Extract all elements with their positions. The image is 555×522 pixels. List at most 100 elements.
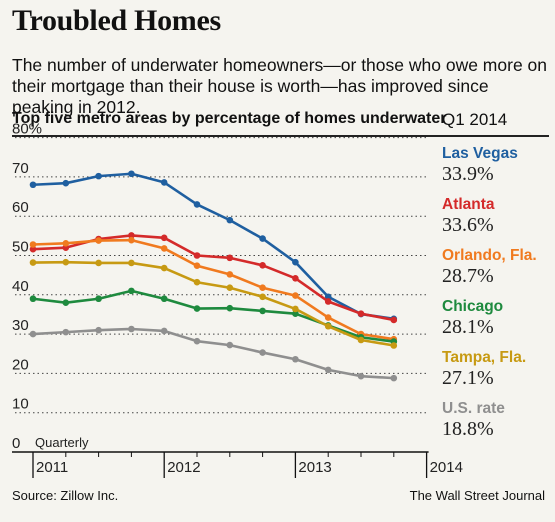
legend-series-value: 18.8% xyxy=(442,418,494,440)
data-point xyxy=(259,284,266,292)
data-point xyxy=(95,259,102,267)
data-point xyxy=(226,271,234,278)
series-chicago xyxy=(29,287,398,345)
y-tick-label: 50 xyxy=(12,239,29,256)
x-tick-label: 2012 xyxy=(167,459,200,476)
data-point xyxy=(29,295,37,303)
series-orlando-fla xyxy=(29,236,398,343)
x-interval-label: Quarterly xyxy=(35,435,89,450)
data-point xyxy=(128,170,135,178)
series-line xyxy=(32,172,394,321)
data-point xyxy=(226,254,234,262)
data-point xyxy=(95,172,102,180)
legend-series-value: 28.1% xyxy=(442,316,494,338)
data-point xyxy=(324,298,332,305)
x-tick-label: 2011 xyxy=(36,459,68,476)
series-lines xyxy=(29,170,398,382)
series-line xyxy=(32,327,394,380)
heading-rule xyxy=(12,135,549,137)
x-tick-label: 2014 xyxy=(430,459,463,476)
data-point xyxy=(357,310,365,317)
data-point xyxy=(292,258,299,266)
chart-title: Troubled Homes xyxy=(12,4,221,37)
y-tick-label: 20 xyxy=(12,356,29,373)
legend-series-name: Chicago xyxy=(442,298,503,315)
gridlines xyxy=(15,137,427,414)
data-point xyxy=(160,245,168,252)
data-point xyxy=(193,278,201,286)
data-point xyxy=(29,181,37,189)
legend-series-name: Tampa, Fla. xyxy=(442,349,526,366)
data-point xyxy=(62,299,70,306)
data-point xyxy=(62,179,70,187)
publisher-credit: The Wall Street Journal xyxy=(409,488,545,503)
data-point xyxy=(128,259,135,267)
series-line xyxy=(32,238,395,341)
data-point xyxy=(390,342,398,349)
data-point xyxy=(357,372,365,380)
data-point xyxy=(226,304,234,312)
data-point xyxy=(292,292,299,299)
x-tick-label: 2013 xyxy=(298,459,331,476)
data-point xyxy=(29,245,37,253)
data-point xyxy=(128,325,135,333)
y-tick-label: 60 xyxy=(12,199,29,216)
data-point xyxy=(292,305,299,313)
chart-subtitle: The number of underwater homeowners—or t… xyxy=(12,55,547,117)
legend-series-name: Orlando, Fla. xyxy=(442,247,537,264)
data-point xyxy=(324,322,332,330)
series-u-s-rate xyxy=(29,325,398,382)
data-point xyxy=(193,252,201,259)
data-point xyxy=(29,259,37,266)
data-point xyxy=(259,307,266,315)
series-line xyxy=(32,260,395,347)
data-point xyxy=(29,241,37,248)
data-point xyxy=(357,336,365,344)
x-axis: 2011 2012 2013 2014 Quarterly xyxy=(12,435,463,478)
y-tick-label: 0 xyxy=(12,435,20,452)
data-point xyxy=(259,235,266,242)
y-tick-label: 40 xyxy=(12,278,29,295)
data-point xyxy=(390,316,398,324)
legend-series-value: 33.9% xyxy=(442,163,494,185)
y-axis-ticks: 0 10 20 30 40 50 60 70 80% xyxy=(12,121,42,452)
source-note: Source: Zillow Inc. xyxy=(12,488,119,503)
data-point xyxy=(95,237,102,244)
data-point xyxy=(259,349,266,356)
data-point xyxy=(324,293,332,301)
data-point xyxy=(128,232,135,239)
data-point xyxy=(62,258,70,266)
data-point xyxy=(160,234,168,242)
data-point xyxy=(95,295,102,303)
legend-series-value: 33.6% xyxy=(442,214,494,236)
data-point xyxy=(226,216,234,224)
legend-series-value: 28.7% xyxy=(442,265,494,287)
data-point xyxy=(193,305,201,312)
data-point xyxy=(259,262,266,269)
chart-heading: Top five metro areas by percentage of ho… xyxy=(12,110,447,127)
data-point xyxy=(226,341,234,349)
legend-heading: Q1 2014 xyxy=(442,110,508,129)
data-point xyxy=(292,274,299,282)
data-point xyxy=(324,314,332,321)
legend-series-name: Atlanta xyxy=(442,196,495,213)
y-tick-label: 30 xyxy=(12,317,29,334)
series-tampa-fla xyxy=(29,258,398,349)
y-tick-label: 10 xyxy=(12,396,29,413)
data-point xyxy=(226,284,234,292)
data-point xyxy=(128,287,135,295)
legend-series-name: Las Vegas xyxy=(442,145,518,162)
data-point xyxy=(292,310,299,317)
data-point xyxy=(128,236,135,244)
data-point xyxy=(160,264,168,272)
data-point xyxy=(292,355,299,363)
data-point xyxy=(193,201,201,208)
data-point xyxy=(390,374,398,382)
data-point xyxy=(160,327,168,335)
data-point xyxy=(193,262,201,270)
legend-series-value: 27.1% xyxy=(442,367,494,389)
data-point xyxy=(29,330,37,338)
data-point xyxy=(324,366,332,374)
